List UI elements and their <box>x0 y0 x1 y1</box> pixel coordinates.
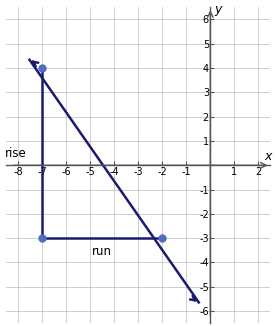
Text: run: run <box>92 245 112 258</box>
Text: x: x <box>264 150 272 163</box>
Text: rise: rise <box>5 147 26 160</box>
Text: y: y <box>214 3 221 16</box>
